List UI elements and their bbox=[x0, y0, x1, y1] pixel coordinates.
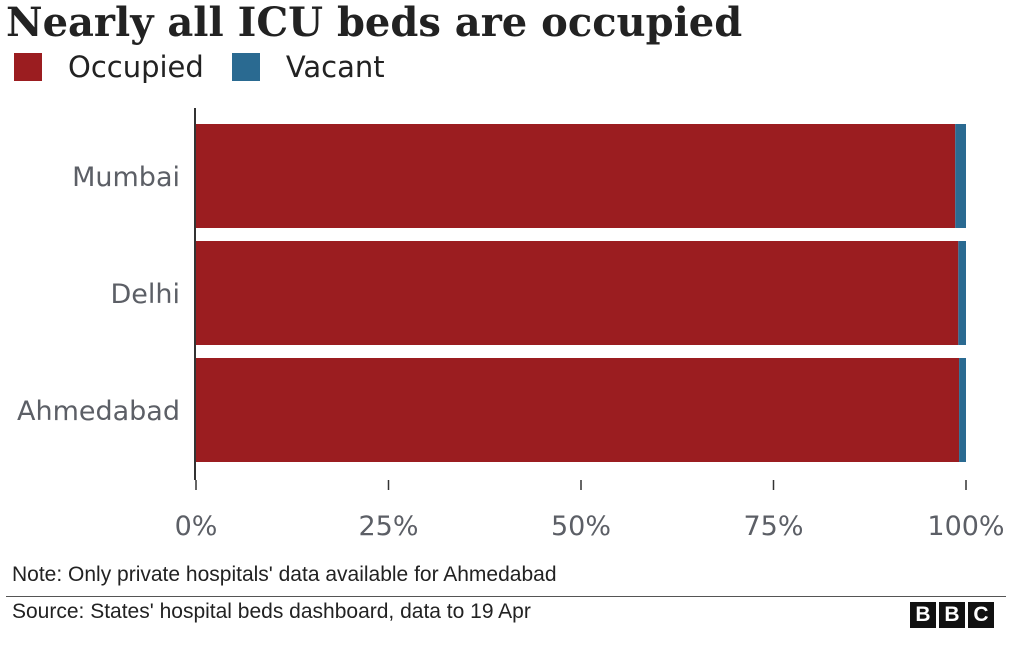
legend-swatch-vacant bbox=[231, 53, 260, 81]
bbc-logo-letter: B bbox=[910, 602, 936, 628]
bbc-logo-letter: C bbox=[968, 602, 994, 628]
legend: Occupied Vacant bbox=[14, 50, 413, 84]
legend-swatch-occupied bbox=[14, 53, 42, 81]
legend-label-vacant: Vacant bbox=[285, 50, 385, 84]
x-tick-label: 50% bbox=[551, 511, 611, 542]
bar-occupied-mumbai bbox=[196, 124, 956, 228]
bbc-logo: B B C bbox=[910, 602, 997, 628]
x-tick-label: 25% bbox=[358, 511, 418, 542]
chart-source: Source: States' hospital beds dashboard,… bbox=[12, 600, 531, 623]
footer-divider bbox=[6, 596, 1006, 597]
chart-note: Note: Only private hospitals' data avail… bbox=[12, 563, 557, 586]
bbc-logo-letter: B bbox=[939, 602, 965, 628]
bar-occupied-ahmedabad bbox=[196, 358, 960, 462]
bar-occupied-delhi bbox=[196, 241, 959, 345]
bar-vacant-delhi bbox=[958, 241, 966, 345]
category-label: Ahmedabad bbox=[17, 396, 180, 427]
legend-item-vacant: Vacant bbox=[231, 50, 385, 84]
legend-label-occupied: Occupied bbox=[68, 50, 204, 84]
category-label: Delhi bbox=[110, 279, 180, 310]
legend-item-occupied: Occupied bbox=[14, 50, 204, 84]
x-tick-label: 0% bbox=[175, 511, 218, 542]
category-label: Mumbai bbox=[72, 162, 180, 193]
bar-vacant-ahmedabad bbox=[959, 358, 966, 462]
bar-chart: Mumbai Delhi Ahmedabad 0% 25% 50% 75% 100% bbox=[17, 108, 1005, 542]
bar-vacant-mumbai bbox=[955, 124, 966, 228]
chart-title: Nearly all ICU beds are occupied bbox=[6, 0, 743, 46]
x-tick-label: 75% bbox=[743, 511, 803, 542]
x-tick-label: 100% bbox=[927, 511, 1004, 542]
